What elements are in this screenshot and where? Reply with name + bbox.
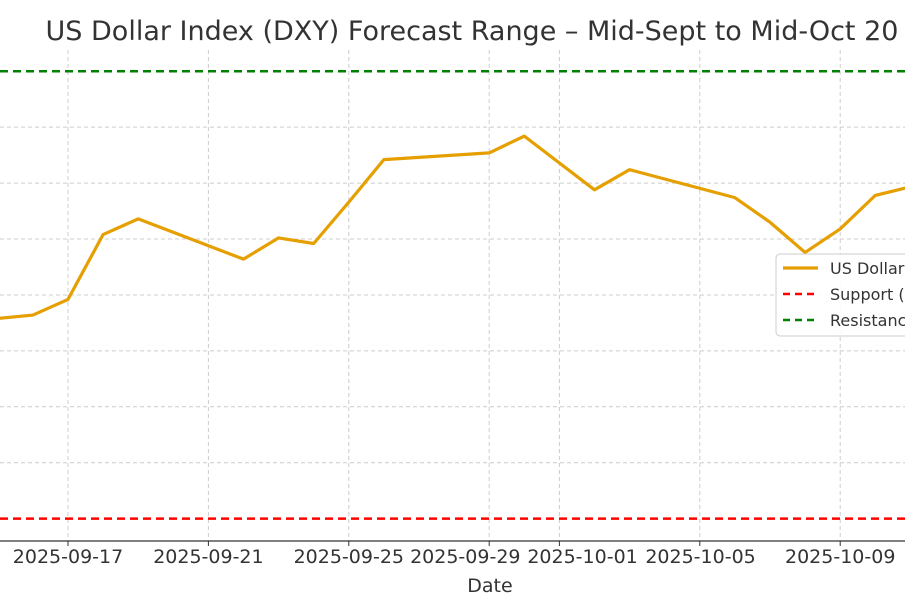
data-point [558, 162, 560, 164]
x-tick-label: 2025-09-25 [294, 546, 404, 568]
x-ticks: 2025-09-17 2025-09-21 2025-09-25 2025-09-29… [13, 541, 895, 568]
data-point [32, 314, 34, 316]
data-point [278, 237, 280, 239]
series-group [0, 134, 905, 320]
data-point [313, 242, 315, 244]
legend: US Dollar Support ( Resistanc [775, 253, 905, 337]
data-point [488, 152, 490, 154]
legend-label: US Dollar [830, 259, 905, 278]
data-point [594, 189, 595, 191]
data-point [734, 197, 736, 199]
data-point [243, 258, 244, 260]
data-point [102, 234, 104, 236]
data-point [769, 221, 771, 223]
x-tick-label: 2025-10-05 [645, 546, 755, 568]
x-axis-label: Date [467, 575, 512, 597]
x-tick-label: 2025-09-21 [153, 546, 263, 568]
data-point [137, 218, 139, 220]
x-tick-label: 2025-10-01 [527, 546, 637, 568]
legend-label: Resistanc [830, 311, 905, 330]
data-point [383, 159, 385, 161]
x-tick-label: 2025-09-17 [13, 546, 123, 568]
data-point [629, 169, 631, 171]
data-point [67, 298, 69, 300]
reference-lines [0, 70, 905, 520]
legend-label: Support ( [830, 285, 905, 304]
data-point [523, 135, 525, 137]
legend-box [775, 253, 905, 337]
x-tick-label: 2025-10-09 [785, 546, 895, 568]
data-point [839, 228, 841, 230]
data-point [348, 201, 350, 203]
data-point [804, 251, 806, 253]
x-tick-label: 2025-09-29 [410, 546, 520, 568]
data-point [874, 194, 876, 196]
grid [0, 50, 905, 541]
series-line [0, 134, 905, 320]
chart-title: US Dollar Index (DXY) Forecast Range – M… [46, 16, 899, 47]
